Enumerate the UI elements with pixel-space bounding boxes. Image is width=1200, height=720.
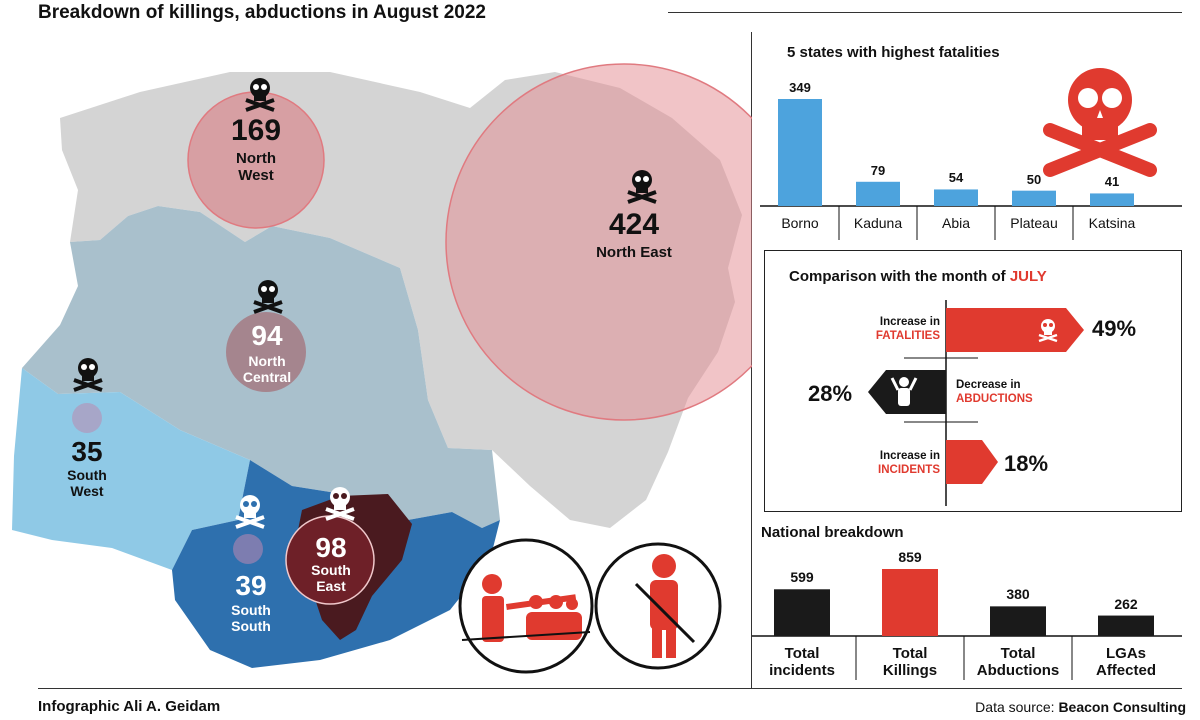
national-breakdown-title: National breakdown xyxy=(761,524,904,541)
national-bar xyxy=(1098,615,1154,636)
incidents-arrow xyxy=(946,440,998,484)
skull-icon xyxy=(235,495,265,529)
fatalities-bar-value: 50 xyxy=(1026,171,1042,187)
data-source-label: Data source: xyxy=(975,699,1055,715)
data-source: Data source: Beacon Consulting xyxy=(975,699,1186,715)
abduction-icon xyxy=(890,377,918,406)
fatalities-category-label: Plateau xyxy=(1010,215,1058,231)
abductions-label-line2: ABDUCTIONS xyxy=(956,392,1033,405)
skull-icon xyxy=(73,358,103,392)
national-category-label-line2: incidents xyxy=(769,662,835,679)
south-south-value: 39 xyxy=(235,570,267,601)
title-rule xyxy=(668,12,1182,13)
incidents-label: Increase in INCIDENTS xyxy=(836,450,940,478)
national-category-label-line1: Total xyxy=(784,645,820,662)
large-skull-icon xyxy=(1043,68,1157,177)
incidents-pct: 18% xyxy=(1004,451,1049,476)
fatalities-bar xyxy=(1012,190,1056,206)
national-bar-value: 380 xyxy=(1006,586,1030,603)
north-central-circle xyxy=(226,312,306,392)
national-bar-value: 262 xyxy=(1114,595,1138,612)
fatalities-bar xyxy=(934,189,978,206)
comparison-title: Comparison with the month of JULY xyxy=(789,268,1047,285)
south-west-value: 35 xyxy=(71,436,103,467)
nigeria-map xyxy=(12,63,752,674)
abductions-pct: 28% xyxy=(808,381,853,406)
comparison-title-month: JULY xyxy=(1009,268,1047,285)
fatalities-label-line1: Increase in xyxy=(879,316,940,328)
south-east-label-line1: South xyxy=(311,562,351,578)
national-bar-value: 599 xyxy=(790,569,814,586)
south-east-label-line2: East xyxy=(316,578,346,594)
fatalities-category-label: Abia xyxy=(941,215,971,231)
north-central-value: 94 xyxy=(251,320,283,351)
north-east-circle xyxy=(445,63,752,421)
national-category-label-line1: Total xyxy=(892,645,928,662)
comparison-title-prefix: Comparison with the month of xyxy=(789,268,1006,285)
fatalities-category-label: Borno xyxy=(781,215,819,231)
data-source-name: Beacon Consulting xyxy=(1058,699,1186,715)
incidents-label-line2: INCIDENTS xyxy=(878,463,940,476)
national-category-label-line2: Killings xyxy=(882,662,938,679)
skull-icon xyxy=(253,280,283,314)
south-west-label-line2: West xyxy=(70,483,104,499)
north-central-label-line1: North xyxy=(248,353,286,369)
north-west-label-line2: West xyxy=(238,167,274,184)
south-south-label-line1: South xyxy=(231,602,271,618)
skull-icon xyxy=(245,78,275,112)
north-east-label-line1: North East xyxy=(596,244,672,261)
fatalities-bar-value: 41 xyxy=(1104,174,1120,190)
south-east-value: 98 xyxy=(315,532,347,563)
south-west-label-line1: South xyxy=(67,467,107,483)
national-bar xyxy=(882,569,938,636)
credit-text: Infographic Ali A. Geidam xyxy=(38,698,221,715)
comparison-box xyxy=(764,250,1182,512)
small-skull-icon xyxy=(1038,319,1058,343)
fatalities-label-line2: FATALITIES xyxy=(875,329,940,342)
fatalities-bar xyxy=(856,181,900,206)
south-south-circle xyxy=(233,534,263,564)
fatalities-bar-value: 349 xyxy=(789,80,811,95)
south-west-circle xyxy=(72,403,102,433)
south-west-region-shape xyxy=(12,368,250,570)
fatalities-bar xyxy=(1090,193,1134,206)
national-category-label-line1: LGAs xyxy=(1105,645,1146,662)
national-bar-value: 859 xyxy=(898,549,922,565)
incidents-label-line1: Increase in xyxy=(879,450,940,462)
abductions-label: Decrease in ABDUCTIONS xyxy=(956,379,1086,407)
national-category-label-line2: Affected xyxy=(1095,662,1156,679)
fatalities-pct: 49% xyxy=(1092,316,1137,341)
north-central-label-line2: Central xyxy=(242,369,292,385)
south-south-label-line2: South xyxy=(231,618,271,634)
fatalities-bar-value: 79 xyxy=(870,162,886,178)
skull-icon xyxy=(325,487,355,521)
fatalities-category-label: Katsina xyxy=(1088,215,1136,231)
kidnappers-icon xyxy=(461,574,591,642)
national-bar xyxy=(990,606,1046,636)
fatalities-bar xyxy=(778,99,822,206)
fatalities-label: Increase in FATALITIES xyxy=(836,316,940,344)
right-panel-graphics xyxy=(752,68,1182,680)
footer-rule xyxy=(38,688,1182,689)
national-category-label-line1: Total xyxy=(1000,645,1036,662)
national-bar xyxy=(774,589,830,636)
north-west-label-line1: North xyxy=(236,150,276,167)
north-east-value: 424 xyxy=(608,208,660,241)
north-west-value: 169 xyxy=(230,114,282,147)
gunman-icon xyxy=(634,554,696,658)
skull-icon xyxy=(627,170,657,204)
fatalities-chart-title: 5 states with highest fatalities xyxy=(787,44,1000,61)
fatalities-arrow xyxy=(946,308,1084,352)
fatalities-bar-value: 54 xyxy=(948,170,964,186)
fatalities-category-label: Kaduna xyxy=(853,215,903,231)
national-category-label-line2: Abductions xyxy=(976,662,1060,679)
abductions-label-line1: Decrease in xyxy=(956,379,1021,391)
comparison-graphics xyxy=(868,300,1084,506)
page-title: Breakdown of killings, abductions in Aug… xyxy=(38,2,486,23)
